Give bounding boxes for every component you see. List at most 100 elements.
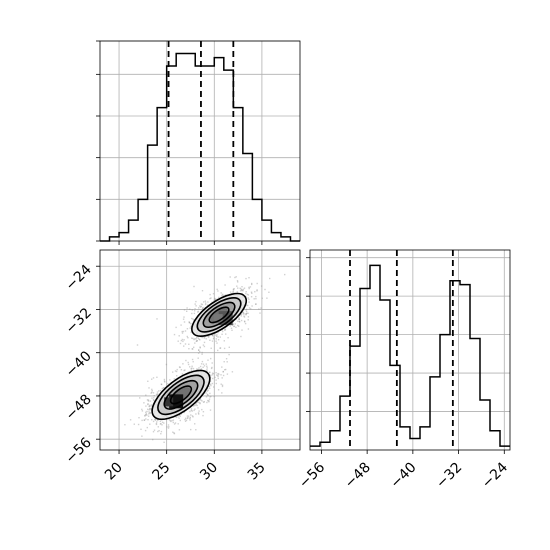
scatter-point: [233, 325, 235, 328]
scatter-point: [245, 309, 247, 311]
scatter-point: [226, 361, 228, 363]
scatter-point: [215, 338, 217, 340]
marginal-x-histogram: [100, 52, 300, 242]
scatter-point: [167, 424, 170, 426]
scatter-point: [208, 400, 210, 402]
scatter-point: [182, 363, 184, 365]
scatter-point: [198, 399, 200, 402]
scatter-point: [201, 290, 204, 292]
scatter-point: [235, 326, 237, 328]
scatter-point: [145, 418, 147, 420]
scatter-point: [138, 417, 140, 419]
scatter-point: [206, 369, 208, 371]
scatter-point: [192, 318, 194, 320]
scatter-point: [210, 384, 212, 387]
scatter-point: [195, 413, 197, 415]
scatter-point: [251, 283, 253, 286]
scatter-point: [236, 280, 239, 282]
scatter-point: [213, 337, 215, 339]
scatter-point: [185, 359, 187, 362]
scatter-point: [179, 366, 181, 369]
scatter-point: [209, 371, 211, 374]
scatter-point: [167, 427, 170, 429]
scatter-point: [233, 325, 235, 327]
scatter-point: [201, 336, 204, 339]
scatter-point: [210, 383, 212, 385]
scatter-point: [198, 410, 200, 412]
scatter-point: [189, 410, 191, 413]
scatter-point: [240, 288, 242, 290]
scatter-point: [204, 303, 207, 306]
scatter-point: [242, 311, 245, 313]
scatter-point: [186, 415, 189, 417]
scatter-point: [183, 321, 186, 323]
scatter-point: [241, 289, 243, 292]
scatter-point: [147, 380, 149, 382]
scatter-point: [205, 302, 207, 304]
scatter-point: [187, 415, 190, 417]
scatter-point: [192, 337, 194, 340]
scatter-point: [225, 333, 227, 335]
scatter-point: [195, 429, 197, 431]
scatter-point: [211, 366, 213, 369]
scatter-point: [208, 335, 210, 337]
scatter-point: [207, 394, 209, 396]
scatter-point: [255, 303, 257, 305]
scatter-point: [222, 371, 224, 373]
scatter-point: [198, 307, 200, 309]
scatter-point: [206, 390, 209, 392]
scatter-point: [238, 321, 241, 323]
scatter-point: [151, 388, 153, 391]
scatter-point: [206, 393, 209, 396]
scatter-point: [238, 320, 241, 323]
scatter-point: [207, 395, 209, 397]
scatter-point: [196, 404, 198, 407]
scatter-point: [229, 291, 232, 293]
scatter-point: [197, 337, 199, 339]
scatter-point: [141, 435, 143, 437]
scatter-point: [235, 276, 237, 278]
scatter-point: [248, 277, 250, 279]
y-tick-label: −48: [63, 391, 95, 423]
scatter-point: [217, 389, 220, 391]
scatter-point: [183, 411, 185, 414]
marginal-y-frame: [309, 249, 511, 451]
scatter-point: [211, 382, 214, 385]
scatter-point: [234, 276, 236, 279]
scatter-point: [169, 379, 171, 381]
scatter-point: [201, 308, 204, 310]
scatter-point: [150, 404, 153, 406]
scatter-point: [215, 374, 218, 376]
scatter-point: [149, 404, 151, 407]
x-tick-label: 20: [102, 460, 126, 484]
scatter-point: [168, 426, 170, 428]
scatter-point: [247, 319, 249, 321]
scatter-point: [231, 371, 234, 373]
scatter-point: [154, 419, 157, 421]
scatter-point: [197, 311, 199, 313]
x-tick-label: 25: [150, 460, 174, 484]
scatter-point: [248, 287, 250, 290]
scatter-point: [188, 348, 190, 350]
scatter-point: [187, 337, 189, 339]
scatter-point: [162, 387, 165, 389]
scatter-point: [238, 318, 240, 320]
scatter-point: [190, 325, 192, 327]
marginal-y-grid: [310, 250, 510, 450]
scatter-point: [176, 375, 178, 377]
scatter-point: [207, 335, 209, 337]
scatter-point: [200, 399, 202, 401]
scatter-point: [230, 327, 233, 329]
scatter-point: [188, 322, 191, 324]
scatter-point: [191, 317, 193, 320]
scatter-point: [160, 430, 163, 433]
marginal-x-ticks: [96, 40, 263, 245]
scatter-point: [217, 372, 219, 375]
scatter-point: [221, 333, 223, 335]
scatter-point: [191, 312, 193, 315]
scatter-point: [170, 420, 172, 423]
scatter-point: [178, 335, 180, 337]
scatter-point: [185, 417, 187, 419]
scatter-point: [256, 289, 258, 291]
